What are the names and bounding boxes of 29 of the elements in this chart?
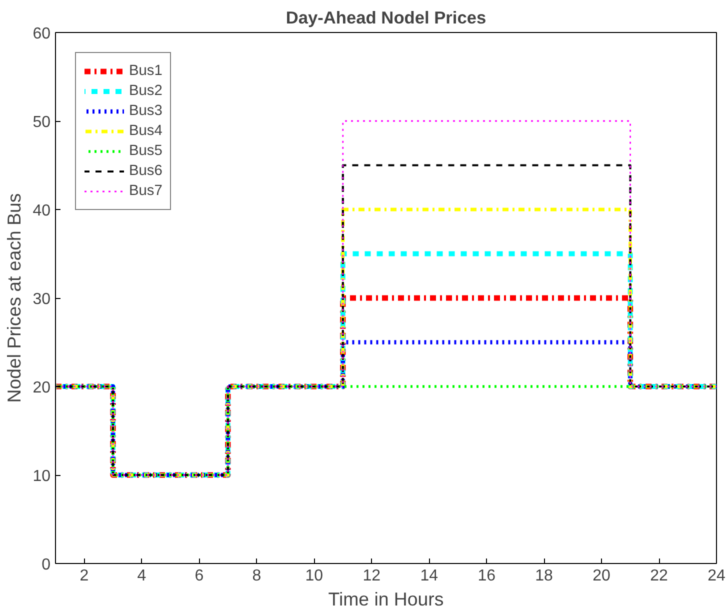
legend-label: Bus1 bbox=[129, 63, 162, 79]
x-axis-title: Time in Hours bbox=[328, 588, 444, 610]
legend-label: Bus6 bbox=[129, 163, 162, 179]
y-tick-label: 60 bbox=[32, 26, 51, 42]
x-tick-label: 16 bbox=[478, 568, 496, 584]
x-tick-label: 2 bbox=[80, 568, 89, 584]
y-axis-title: Nodel Prices at each Bus bbox=[4, 193, 25, 403]
legend-label: Bus3 bbox=[129, 103, 162, 119]
x-tick-label: 20 bbox=[592, 568, 611, 584]
x-tick-label: 10 bbox=[305, 568, 324, 584]
x-tick-label: 8 bbox=[252, 568, 262, 584]
x-tick-label: 22 bbox=[650, 568, 668, 584]
x-tick-label: 24 bbox=[708, 568, 726, 584]
legend-label: Bus4 bbox=[129, 123, 162, 139]
y-tick-label: 0 bbox=[42, 556, 51, 574]
y-tick-label: 20 bbox=[32, 380, 51, 396]
legend-label: Bus7 bbox=[129, 183, 162, 199]
x-tick-label: 6 bbox=[194, 568, 204, 584]
chart-title: Day-Ahead Nodel Prices bbox=[286, 8, 486, 28]
x-tick-label: 4 bbox=[137, 568, 146, 584]
y-tick-label: 40 bbox=[32, 202, 51, 220]
y-tick-label: 50 bbox=[32, 114, 51, 131]
x-tick-label: 14 bbox=[420, 568, 438, 584]
y-tick-label: 10 bbox=[32, 468, 51, 485]
y-tick-label: 30 bbox=[32, 291, 51, 308]
x-tick-label: 12 bbox=[362, 568, 381, 584]
x-tick-label: 18 bbox=[535, 568, 554, 584]
legend-label: Bus5 bbox=[129, 143, 162, 159]
legend-label: Bus2 bbox=[129, 83, 162, 99]
